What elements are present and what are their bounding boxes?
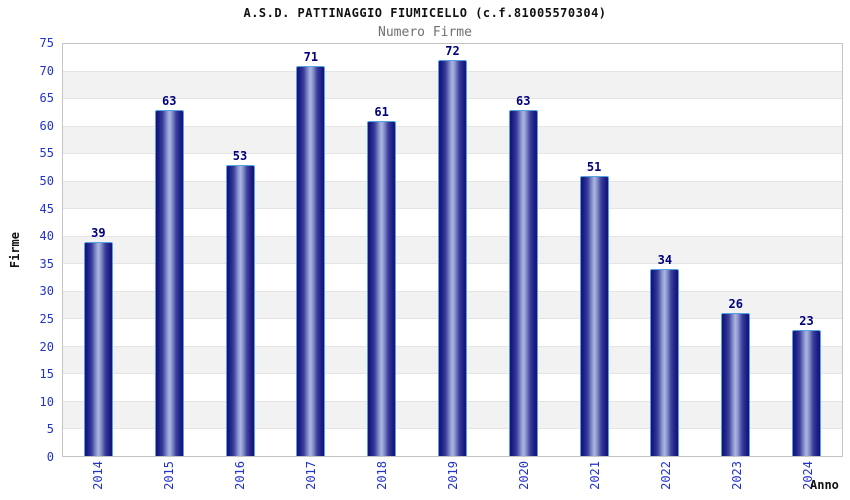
bar-value-label: 61 bbox=[374, 104, 389, 119]
bar-value-label: 63 bbox=[516, 93, 531, 108]
x-tick-cell: 2023 bbox=[701, 461, 772, 499]
y-tick-label: 50 bbox=[39, 174, 54, 189]
x-tick-cell: 2016 bbox=[204, 461, 275, 499]
x-tick-cell: 2021 bbox=[559, 461, 630, 499]
bar bbox=[367, 120, 397, 456]
bar-slot: 63 bbox=[488, 44, 559, 456]
bar-slot: 26 bbox=[700, 44, 771, 456]
y-tick-label: 45 bbox=[39, 201, 54, 216]
y-tick-label: 20 bbox=[39, 339, 54, 354]
x-tick-label: 2017 bbox=[303, 461, 318, 490]
bar bbox=[296, 65, 326, 456]
x-axis-label: Anno bbox=[810, 478, 839, 492]
bar-value-label: 51 bbox=[586, 159, 602, 174]
y-tick-label: 15 bbox=[39, 367, 54, 382]
bar-value-label: 72 bbox=[445, 44, 460, 59]
bar-slot: 39 bbox=[63, 44, 134, 456]
bar-value-label: 53 bbox=[232, 148, 248, 163]
bar-slot: 72 bbox=[417, 44, 488, 456]
x-tick-label: 2015 bbox=[161, 461, 176, 490]
x-tick-label: 2014 bbox=[90, 461, 105, 490]
bar-slot: 63 bbox=[134, 44, 205, 456]
bar-value-label: 34 bbox=[657, 253, 673, 268]
x-tick-cell: 2019 bbox=[417, 461, 488, 499]
x-tick-label: 2016 bbox=[232, 461, 247, 490]
bar bbox=[508, 109, 538, 456]
bar bbox=[225, 164, 255, 456]
bar-value-label: 39 bbox=[91, 225, 106, 240]
bar bbox=[437, 60, 467, 456]
y-tick-label: 35 bbox=[39, 256, 54, 271]
y-tick-label: 40 bbox=[39, 229, 54, 244]
x-axis-ticks: 2014 2015 2016 2017 2018 2019 2020 2021 2022 2023… bbox=[62, 461, 843, 499]
y-tick-label: 75 bbox=[39, 36, 54, 50]
bar-value-label: 26 bbox=[728, 297, 743, 312]
bar bbox=[792, 329, 822, 456]
y-tick-label: 0 bbox=[46, 450, 54, 464]
x-tick-label: 2020 bbox=[516, 461, 531, 490]
bar bbox=[154, 109, 184, 456]
bar-slot: 51 bbox=[559, 44, 630, 456]
x-tick-cell: 2015 bbox=[133, 461, 204, 499]
x-tick-label: 2018 bbox=[374, 461, 389, 490]
x-tick-cell: 2017 bbox=[275, 461, 346, 499]
x-tick-cell: 2018 bbox=[346, 461, 417, 499]
y-tick-label: 30 bbox=[39, 284, 54, 299]
bar-value-label: 23 bbox=[799, 313, 814, 328]
plot-area: 39 63 53 71 61 72 63 51 34 26 23 bbox=[62, 43, 843, 457]
y-tick-label: 70 bbox=[39, 63, 54, 78]
chart-subtitle: Numero Firme bbox=[378, 25, 472, 40]
bar-slot: 71 bbox=[275, 44, 346, 456]
bar-slot: 61 bbox=[346, 44, 417, 456]
y-tick-label: 60 bbox=[39, 118, 54, 133]
y-tick-label: 5 bbox=[46, 422, 54, 437]
bar bbox=[650, 269, 680, 456]
x-tick-cell: 2014 bbox=[62, 461, 133, 499]
bar-slot: 53 bbox=[205, 44, 276, 456]
x-tick-label: 2019 bbox=[445, 461, 460, 490]
bars-container: 39 63 53 71 61 72 63 51 34 26 23 bbox=[63, 44, 842, 456]
x-tick-cell: 2022 bbox=[630, 461, 701, 499]
chart-title: A.S.D. PATTINAGGIO FIUMICELLO (c.f.81005… bbox=[243, 6, 607, 20]
y-axis-ticks: 0 5 10 15 20 25 30 35 40 45 50 55 60 65 70 75 bbox=[0, 37, 54, 463]
bar bbox=[721, 313, 751, 456]
y-tick-label: 55 bbox=[39, 146, 54, 161]
bar-slot: 34 bbox=[630, 44, 701, 456]
bar-value-label: 71 bbox=[303, 49, 319, 64]
x-tick-label: 2021 bbox=[587, 461, 602, 490]
bar bbox=[83, 241, 113, 456]
y-tick-label: 10 bbox=[39, 394, 54, 409]
x-tick-cell: 2020 bbox=[488, 461, 559, 499]
y-tick-label: 65 bbox=[39, 91, 54, 106]
x-tick-label: 2022 bbox=[658, 461, 673, 490]
bar-value-label: 63 bbox=[161, 93, 177, 108]
bar-slot: 23 bbox=[771, 44, 842, 456]
bar bbox=[579, 175, 609, 456]
x-tick-label: 2023 bbox=[729, 461, 744, 490]
y-tick-label: 25 bbox=[39, 312, 54, 327]
